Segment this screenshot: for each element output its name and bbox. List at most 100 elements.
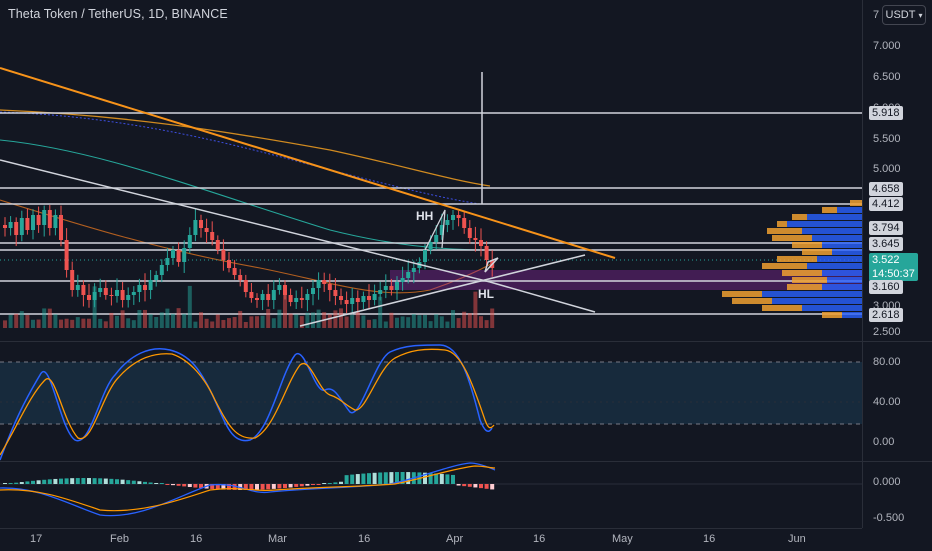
volume-bar bbox=[411, 314, 416, 328]
volume-bar bbox=[451, 310, 455, 328]
candle-body bbox=[311, 288, 315, 294]
candle-body bbox=[372, 294, 377, 300]
currency-selector[interactable]: USDT ▾ bbox=[882, 5, 926, 25]
descending-trendline-extension[interactable] bbox=[489, 281, 596, 313]
volume-bar bbox=[277, 309, 282, 328]
macd-histogram-bar bbox=[294, 484, 299, 487]
volume-bar bbox=[193, 321, 198, 328]
candle-body bbox=[395, 282, 399, 290]
volume-bar bbox=[406, 317, 411, 328]
volume-bar bbox=[372, 319, 377, 328]
volume-bar bbox=[333, 310, 338, 328]
macd-histogram-bar bbox=[103, 478, 108, 484]
descending-trendline-white[interactable] bbox=[0, 159, 491, 283]
time-label: May bbox=[612, 533, 633, 545]
candle-body bbox=[115, 290, 119, 296]
candle-body bbox=[227, 260, 231, 268]
volume-bar bbox=[53, 314, 58, 328]
volume-profile-bar bbox=[807, 214, 862, 220]
macd-histogram-bar bbox=[383, 472, 388, 484]
volume-bar bbox=[361, 315, 366, 328]
macd-histogram-bar bbox=[299, 484, 304, 487]
macd-histogram-bar bbox=[115, 479, 119, 484]
stoch-rsi-k-line bbox=[0, 344, 493, 461]
price-tick: 5.000 bbox=[873, 163, 901, 175]
candle-body bbox=[389, 286, 394, 290]
price-scale[interactable] bbox=[862, 0, 932, 528]
macd-histogram-bar bbox=[423, 472, 427, 484]
rsi-tick: 40.00 bbox=[873, 396, 901, 408]
descending-trendline-orange[interactable] bbox=[0, 67, 616, 259]
volume-bar bbox=[143, 309, 147, 328]
higher-high-label[interactable]: HH bbox=[416, 209, 434, 223]
macd-histogram-bar bbox=[260, 484, 265, 490]
volume-bar bbox=[260, 315, 265, 328]
macd-histogram-bar bbox=[19, 482, 24, 484]
pane-separator-rsi[interactable] bbox=[0, 341, 932, 342]
candle-body bbox=[64, 240, 69, 270]
candle-body bbox=[305, 294, 310, 300]
symbol-title[interactable]: Theta Token / TetherUS, 1D, BINANCE bbox=[8, 7, 228, 21]
macd-histogram-bar bbox=[137, 481, 142, 484]
candle-body bbox=[42, 210, 47, 225]
hh-wave-lines bbox=[424, 209, 446, 251]
volume-bar bbox=[227, 318, 231, 328]
macd-histogram bbox=[3, 472, 495, 490]
volume-profile-bar bbox=[772, 298, 862, 304]
macd-histogram-bar bbox=[59, 478, 63, 484]
macd-histogram-bar bbox=[98, 478, 103, 484]
candle-body bbox=[70, 270, 75, 290]
volume-profile-bar bbox=[802, 305, 862, 311]
ma-100-line bbox=[0, 111, 481, 205]
pane-separator-macd[interactable] bbox=[0, 461, 932, 462]
macd-histogram-bar bbox=[439, 473, 444, 484]
volume-profile-bar bbox=[850, 200, 862, 206]
ema-50-line bbox=[0, 139, 491, 251]
volume-bar bbox=[148, 314, 153, 328]
volume-profile-bar bbox=[792, 277, 827, 283]
volume-bar bbox=[14, 313, 19, 328]
macd-histogram-bar bbox=[406, 472, 411, 484]
candle-body bbox=[182, 248, 187, 262]
volume-bar bbox=[327, 314, 332, 328]
candle-body bbox=[31, 215, 35, 230]
level-label: 3.645 bbox=[869, 237, 903, 251]
time-label: 16 bbox=[703, 533, 716, 545]
volume-profile-bar bbox=[832, 249, 862, 255]
macd-histogram-bar bbox=[283, 484, 287, 488]
level-label: 4.658 bbox=[869, 182, 903, 196]
candle-body bbox=[439, 225, 444, 235]
volume-bar bbox=[31, 319, 35, 328]
macd-histogram-bar bbox=[271, 484, 276, 489]
candle-body bbox=[221, 250, 226, 260]
candle-body bbox=[8, 222, 13, 228]
macd-histogram-bar bbox=[333, 482, 338, 484]
volume-bar bbox=[355, 311, 360, 328]
higher-low-label[interactable]: HL bbox=[478, 287, 494, 301]
macd-histogram-bar bbox=[47, 479, 52, 484]
candle-body bbox=[14, 222, 19, 235]
volume-profile bbox=[722, 200, 862, 318]
ascending-trendline[interactable] bbox=[299, 254, 586, 327]
volume-bar bbox=[271, 318, 276, 328]
volume-bar bbox=[115, 315, 119, 328]
candle-body bbox=[255, 298, 259, 300]
macd-histogram-bar bbox=[490, 484, 495, 490]
candle-body bbox=[131, 292, 136, 295]
macd-histogram-bar bbox=[255, 484, 259, 490]
candle-body bbox=[411, 268, 416, 272]
macd-histogram-bar bbox=[327, 483, 332, 484]
macd-histogram-bar bbox=[3, 483, 7, 484]
time-axis[interactable] bbox=[0, 528, 862, 551]
candle-body bbox=[243, 280, 248, 292]
candle-body bbox=[266, 294, 271, 300]
volume-bar bbox=[490, 308, 495, 328]
time-label: Jun bbox=[788, 533, 806, 545]
candle-body bbox=[238, 275, 243, 280]
macd-histogram-bar bbox=[395, 472, 399, 484]
volume-bar bbox=[75, 317, 80, 328]
candle-body bbox=[378, 290, 383, 294]
macd-histogram-bar bbox=[243, 484, 248, 490]
macd-histogram-bar bbox=[434, 473, 439, 484]
